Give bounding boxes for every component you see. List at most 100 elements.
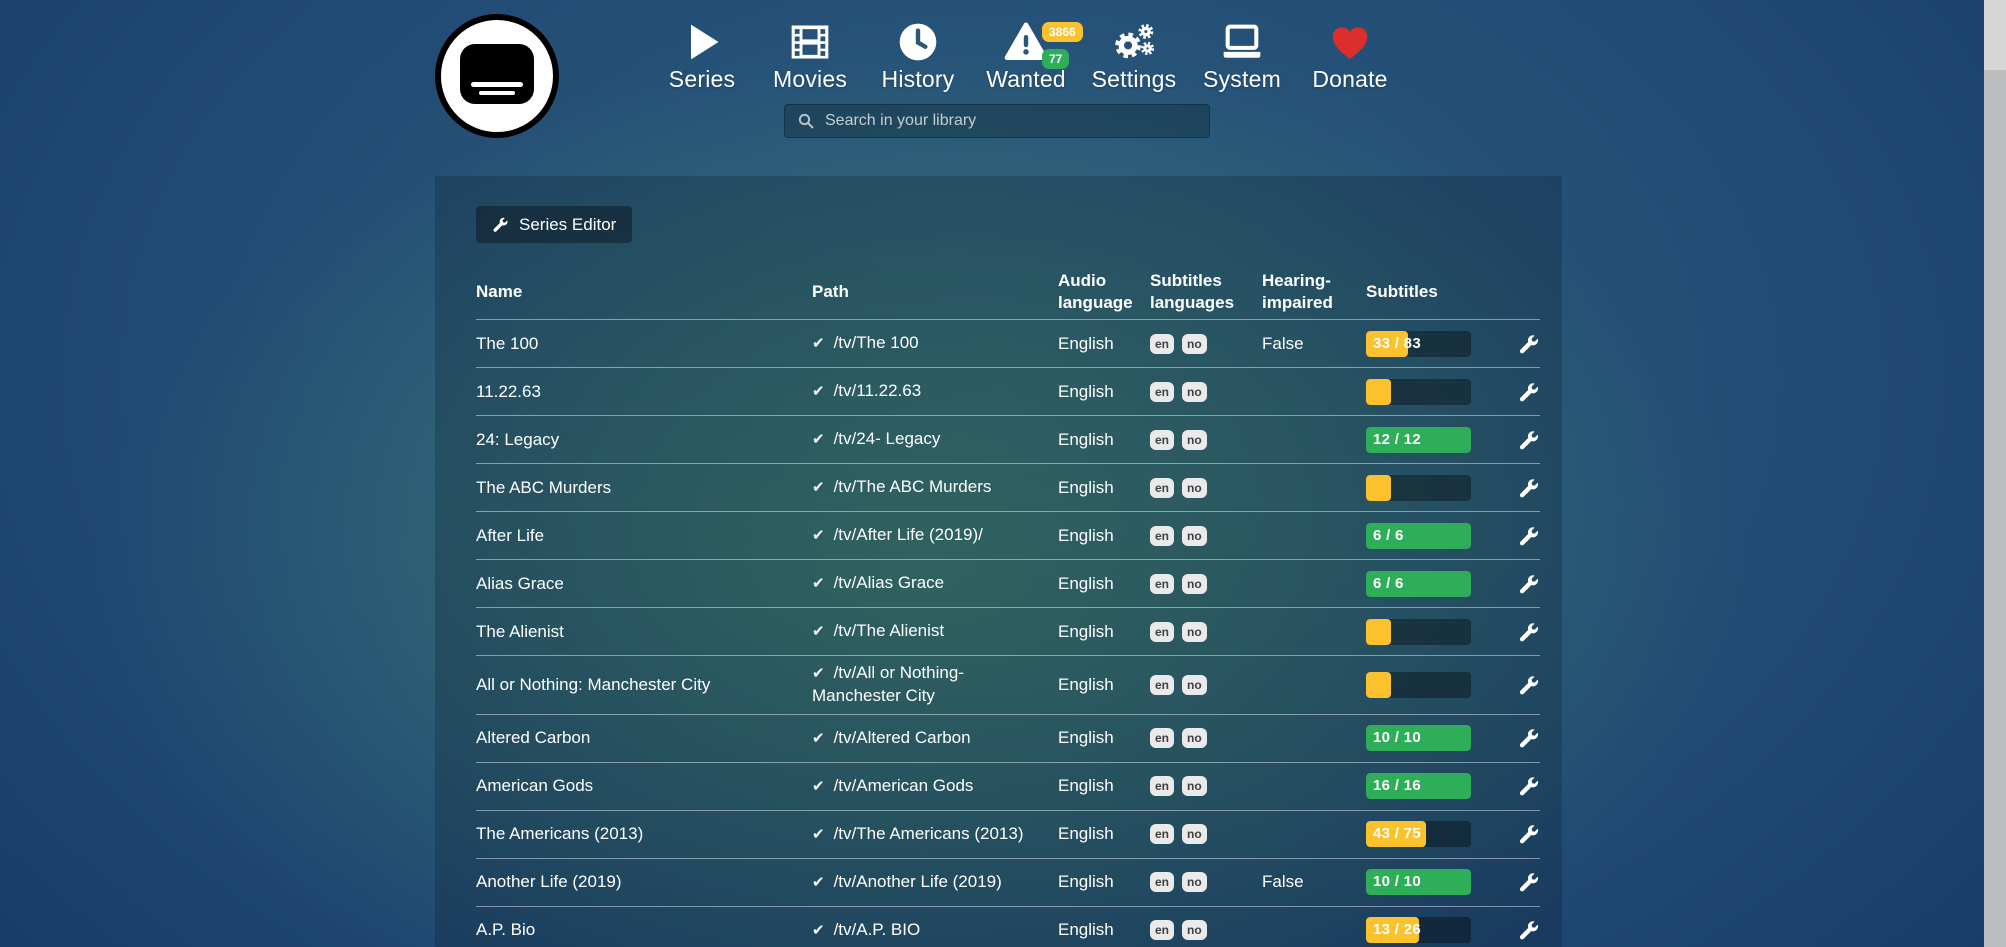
edit-wrench-icon[interactable] xyxy=(1518,823,1540,845)
subtitles-progress: 10 / 10 xyxy=(1366,869,1495,896)
badge-green: 77 xyxy=(1042,49,1070,69)
table-row: The ABC Murders ✔/tv/The ABC Murders Eng… xyxy=(476,464,1540,512)
series-name: Another Life (2019) xyxy=(476,872,622,892)
language-chip-no: no xyxy=(1182,621,1207,642)
edit-wrench-icon[interactable] xyxy=(1518,477,1540,499)
nav-label-system: System xyxy=(1203,66,1281,92)
series-name: The Alienist xyxy=(476,621,564,641)
progress-bar xyxy=(1366,671,1471,698)
edit-wrench-icon[interactable] xyxy=(1518,333,1540,355)
hearing-impaired: False xyxy=(1262,872,1304,892)
nav-label-history: History xyxy=(881,66,955,92)
column-header-hearing-impaired: Hearing-impaired xyxy=(1262,271,1333,312)
audio-language: English xyxy=(1058,776,1114,796)
warning-triangle-icon xyxy=(1004,20,1048,64)
edit-wrench-icon[interactable] xyxy=(1518,525,1540,547)
subtitles-progress xyxy=(1366,474,1495,501)
progress-bar: 13 / 26 xyxy=(1366,917,1471,944)
language-chip-no: no xyxy=(1182,674,1207,695)
language-chip-no: no xyxy=(1182,477,1207,498)
series-path: ✔/tv/After Life (2019)/ xyxy=(812,525,983,545)
edit-wrench-icon[interactable] xyxy=(1518,871,1540,893)
nav-item-system[interactable]: System xyxy=(1198,20,1286,93)
edit-wrench-icon[interactable] xyxy=(1518,381,1540,403)
series-editor-label: Series Editor xyxy=(519,214,617,234)
clock-icon xyxy=(896,20,940,64)
table-row: Alias Grace ✔/tv/Alias Grace English en n… xyxy=(476,560,1540,608)
edit-wrench-icon[interactable] xyxy=(1518,775,1540,797)
search-icon xyxy=(798,113,814,129)
subtitles-progress xyxy=(1366,618,1495,645)
gears-icon xyxy=(1112,20,1156,64)
nav-item-history[interactable]: History xyxy=(874,20,962,93)
nav-item-series[interactable]: Series xyxy=(658,20,746,93)
edit-wrench-icon[interactable] xyxy=(1518,727,1540,749)
search-input[interactable] xyxy=(825,112,1209,130)
edit-wrench-icon[interactable] xyxy=(1518,429,1540,451)
progress-bar xyxy=(1366,474,1471,501)
language-chip-no: no xyxy=(1182,429,1207,450)
series-name: American Gods xyxy=(476,776,594,796)
edit-wrench-icon[interactable] xyxy=(1518,674,1540,696)
audio-language: English xyxy=(1058,920,1114,940)
progress-bar: 10 / 10 xyxy=(1366,725,1471,752)
subtitles-progress: 13 / 26 xyxy=(1366,917,1495,944)
nav-item-settings[interactable]: Settings xyxy=(1090,20,1178,93)
subtitles-progress: 43 / 75 xyxy=(1366,821,1495,848)
language-chip-no: no xyxy=(1182,525,1207,546)
edit-wrench-icon[interactable] xyxy=(1518,919,1540,941)
subtitles-languages: en no xyxy=(1150,381,1262,402)
bazarr-logo[interactable] xyxy=(435,14,559,138)
audio-language: English xyxy=(1058,525,1114,545)
language-chip-en: en xyxy=(1150,674,1175,695)
audio-language: English xyxy=(1058,674,1114,694)
check-icon: ✔ xyxy=(812,825,825,843)
language-chip-no: no xyxy=(1182,872,1207,893)
column-header-audio-language: Audio language xyxy=(1058,271,1133,312)
progress-bar: 33 / 83 xyxy=(1366,330,1471,357)
audio-language: English xyxy=(1058,872,1114,892)
logo-tv-screen-icon xyxy=(460,44,534,104)
series-path: ✔/tv/The ABC Murders xyxy=(812,477,992,497)
series-editor-button[interactable]: Series Editor xyxy=(476,206,633,243)
column-header-path: Path xyxy=(812,281,849,301)
series-name: A.P. Bio xyxy=(476,920,536,940)
language-chip-en: en xyxy=(1150,573,1175,594)
laptop-icon xyxy=(1220,20,1264,64)
table-row: The Alienist ✔/tv/The Alienist English e… xyxy=(476,608,1540,656)
nav-item-donate[interactable]: Donate xyxy=(1306,20,1394,93)
progress-bar: 43 / 75 xyxy=(1366,821,1471,848)
check-icon: ✔ xyxy=(812,527,825,545)
table-row: 11.22.63 ✔/tv/11.22.63 English en no xyxy=(476,368,1540,416)
scrollbar-thumb[interactable] xyxy=(1984,70,2006,947)
subtitles-languages: en no xyxy=(1150,525,1262,546)
edit-wrench-icon[interactable] xyxy=(1518,573,1540,595)
check-icon: ✔ xyxy=(812,665,825,682)
series-name: The Americans (2013) xyxy=(476,824,644,844)
search-box[interactable] xyxy=(784,104,1210,138)
check-icon: ✔ xyxy=(812,335,825,353)
series-path: ✔/tv/A.P. BIO xyxy=(812,919,921,939)
edit-wrench-icon[interactable] xyxy=(1518,621,1540,643)
check-icon: ✔ xyxy=(812,873,825,891)
audio-language: English xyxy=(1058,573,1114,593)
series-path: ✔/tv/American Gods xyxy=(812,775,974,795)
audio-language: English xyxy=(1058,429,1114,449)
audio-language: English xyxy=(1058,728,1114,748)
series-path: ✔/tv/Altered Carbon xyxy=(812,727,971,747)
subtitles-progress: 6 / 6 xyxy=(1366,522,1495,549)
nav-label-settings: Settings xyxy=(1091,66,1177,92)
wanted-count-badges: 3866 77 xyxy=(1042,22,1083,69)
nav-item-wanted[interactable]: Wanted 3866 77 xyxy=(982,20,1083,93)
nav-item-movies[interactable]: Movies xyxy=(766,20,854,93)
language-chip-no: no xyxy=(1182,728,1207,749)
language-chip-no: no xyxy=(1182,776,1207,797)
check-icon: ✔ xyxy=(812,479,825,497)
subtitles-progress: 6 / 6 xyxy=(1366,570,1495,597)
series-path: ✔/tv/The Americans (2013) xyxy=(812,823,1024,843)
series-editor-panel: Series Editor Name Path Audio language S… xyxy=(435,176,1562,947)
language-chip-en: en xyxy=(1150,824,1175,845)
subtitles-languages: en no xyxy=(1150,477,1262,498)
table-row: After Life ✔/tv/After Life (2019)/ Engli… xyxy=(476,512,1540,560)
vertical-scrollbar[interactable] xyxy=(1984,0,2006,947)
